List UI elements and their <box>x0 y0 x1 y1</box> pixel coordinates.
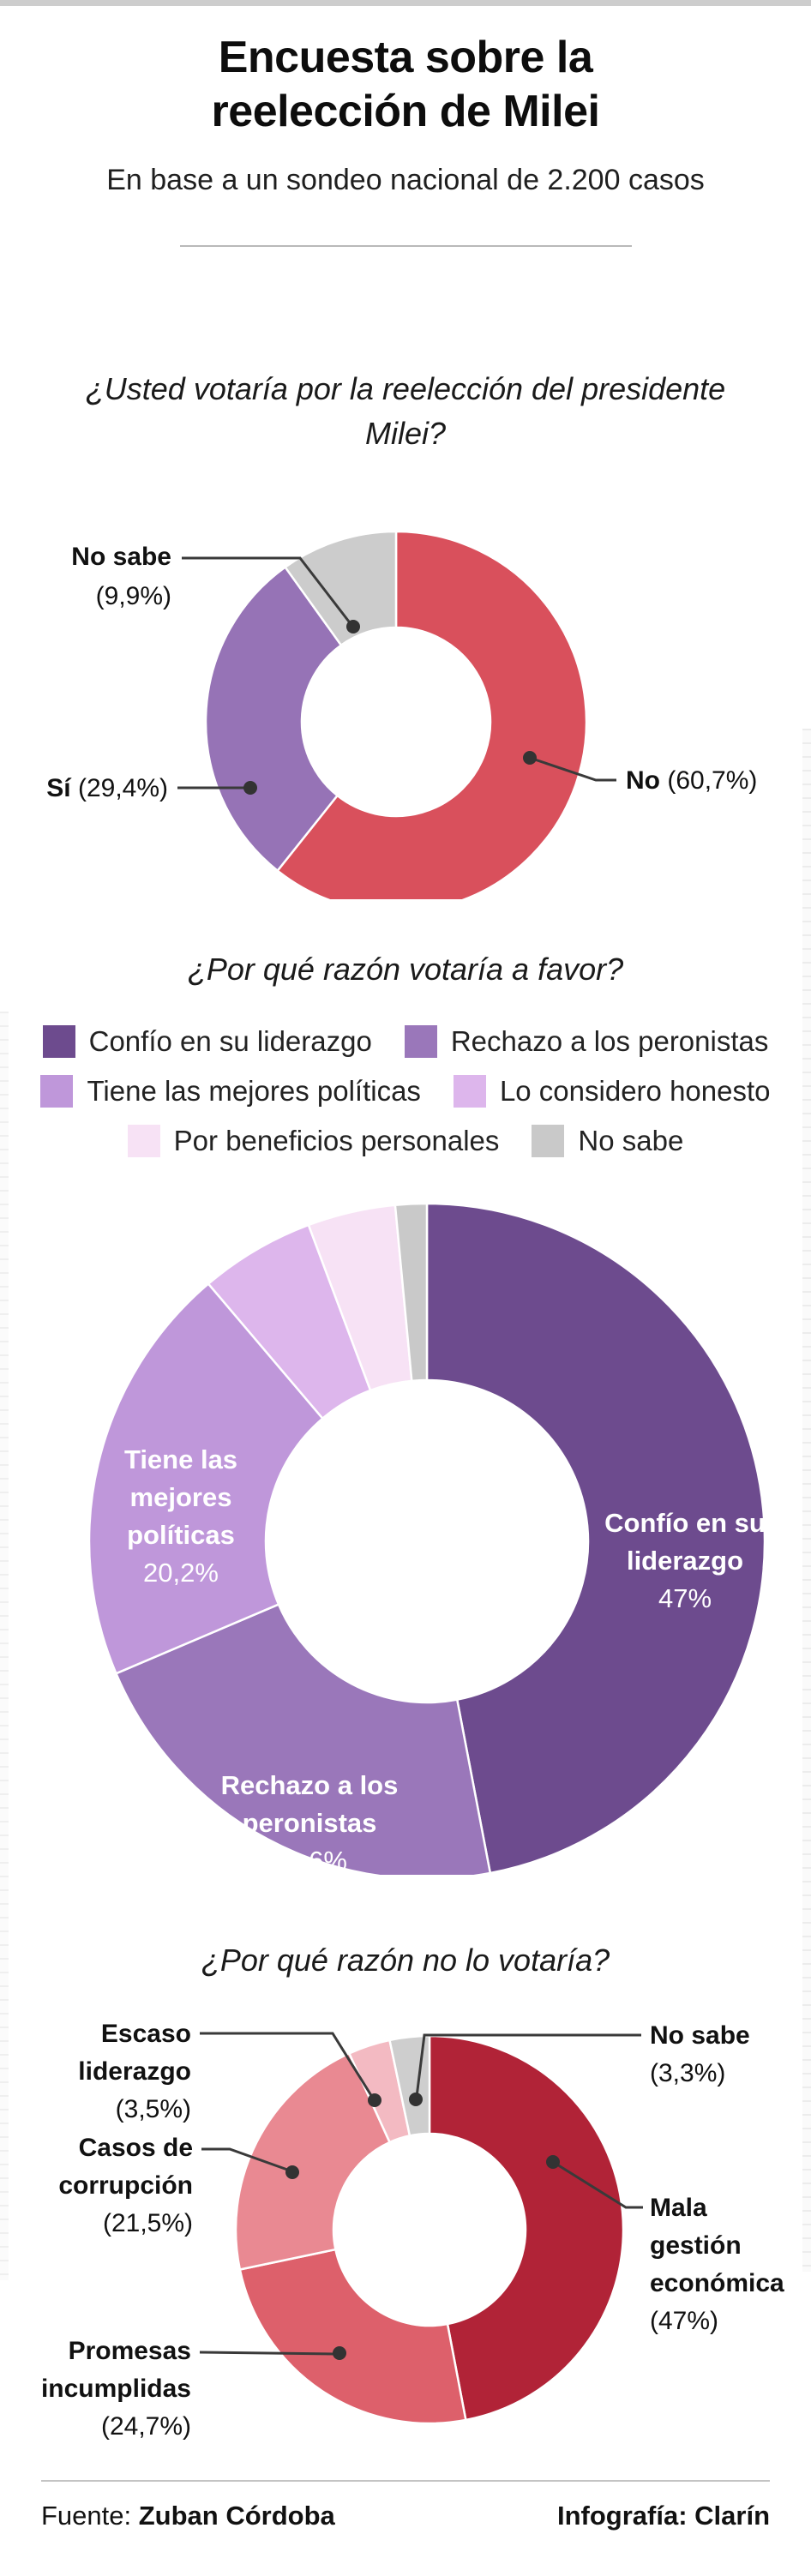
callout-label: gestión <box>650 2231 742 2260</box>
callout-label: (21,5%) <box>103 2209 193 2237</box>
legend-label: Rechazo a los peronistas <box>450 1024 769 1057</box>
title-line-1: Encuesta sobre la <box>218 33 593 82</box>
title-line-2: reelección de Milei <box>211 87 600 137</box>
callout-dot <box>333 2345 346 2360</box>
slice-tiene-las-mejores-poli-ticas <box>87 1282 325 1675</box>
callout-leader-line <box>200 2032 374 2098</box>
slice-no <box>275 530 588 899</box>
callout-label: No sabe <box>650 2021 750 2050</box>
callout-dot <box>368 2093 381 2107</box>
slice-no-sabe <box>283 530 398 647</box>
slice-no-sabe <box>387 2034 431 2137</box>
slice-inner-label: 21,6% <box>272 1846 347 1875</box>
legend-label: Lo considero honesto <box>499 1074 771 1107</box>
legend-item-no-sabe: No sabe <box>532 1124 684 1157</box>
donut-chart-against: Escaso liderazgo (3,5%) No sabe (3,3%) Casos … <box>41 2020 784 2441</box>
callout-label: Escaso <box>101 2020 191 2048</box>
callout-leader-line <box>201 2147 291 2172</box>
page-top-edge <box>0 0 811 6</box>
legend-label: Confío en su liderazgo <box>88 1024 372 1057</box>
slice-inner-label: Tiene las <box>124 1444 237 1474</box>
callout-leader-line <box>182 556 353 626</box>
infographic-footer: Fuente: Zuban Córdoba Infografía: Clarín <box>41 2479 770 2531</box>
source-value: Zuban Córdoba <box>138 2500 335 2531</box>
legend-swatch <box>532 1124 565 1157</box>
callout-label: (24,7%) <box>101 2412 191 2441</box>
legend-row: Por beneficios personales No sabe <box>127 1124 684 1157</box>
legend-label: Tiene las mejores políticas <box>87 1074 421 1107</box>
page-right-edge-lines <box>802 729 811 2272</box>
callout-label: (47%) <box>650 2307 718 2335</box>
question-vote: ¿Usted votaría por la reelección del pre… <box>85 371 726 451</box>
callout-label: corrupción <box>58 2171 193 2200</box>
slice-si <box>204 565 343 873</box>
callout-dot <box>546 2154 560 2169</box>
question-favor: ¿Por qué razón votaría a favor? <box>187 951 624 987</box>
legend-row: Tiene las mejores políticas Lo considero … <box>40 1074 771 1108</box>
slice-inner-label: mejores <box>130 1482 232 1512</box>
callout-dot <box>243 780 257 795</box>
slice-rechazo-a-los-peronistas <box>114 1602 492 1875</box>
slice-promesas-incumplidas <box>238 2248 467 2425</box>
legend-swatch <box>404 1024 437 1058</box>
legend-swatch <box>127 1124 160 1157</box>
callout-leader-line <box>199 2351 335 2356</box>
slice-inner-label: 20,2% <box>143 1558 219 1588</box>
legend-item-tiene-las-mejores-poli-ticas: Tiene las mejores políticas <box>40 1074 421 1108</box>
callout-label: Casos de <box>79 2134 193 2162</box>
question-against: ¿Por qué razón no lo votaría? <box>201 1942 610 1978</box>
donut-chart-favor: Confío en su liderazgo 47% Tiene las mejores… <box>87 1202 766 1875</box>
legend-swatch <box>40 1074 74 1108</box>
slice-no-sabe <box>393 1202 429 1382</box>
slice-inner-label: liderazgo <box>627 1546 743 1576</box>
legend-item-por-beneficios-personales: Por beneficios personales <box>127 1124 500 1157</box>
legend-swatch <box>42 1024 75 1058</box>
slice-casos-de-corrupcio-n <box>234 2051 392 2271</box>
slice-inner-label: 47% <box>658 1583 712 1613</box>
callout-label: (3,3%) <box>650 2059 725 2087</box>
callout-label: (9,9%) <box>96 582 171 610</box>
callout-dot <box>523 750 537 765</box>
source-label: Fuente: <box>41 2500 139 2531</box>
callout-label: incumplidas <box>41 2375 191 2403</box>
legend-favor: Confío en su liderazgo Rechazo a los pero… <box>0 1024 811 1157</box>
source-credit: Fuente: Zuban Córdoba <box>41 2501 335 2531</box>
legend-label: No sabe <box>578 1124 684 1156</box>
callout-label: Sí (29,4%) <box>46 774 168 802</box>
callout-leader-line <box>552 2160 643 2209</box>
slice-confi-o-en-su-liderazgo <box>425 1202 766 1875</box>
legend-item-lo-considero-honesto: Lo considero honesto <box>453 1074 771 1108</box>
legend-item-rechazo-a-los-peronistas: Rechazo a los peronistas <box>404 1024 769 1058</box>
slice-inner-label: Rechazo a los <box>221 1770 399 1800</box>
slice-inner-label: políticas <box>127 1520 235 1550</box>
callout-leader-line <box>415 2033 641 2098</box>
callout-dot <box>409 2092 423 2106</box>
legend-row: Confío en su liderazgo Rechazo a los pero… <box>42 1024 769 1058</box>
page-subtitle: En base a un sondeo nacional de 2.200 ca… <box>106 163 705 196</box>
infographic-credit: Infografía: Clarín <box>556 2500 770 2531</box>
callout-label: No sabe <box>71 543 171 571</box>
donut-chart-vote: No sabe (9,9%) Sí (29,4%) No (60,7%) <box>46 530 757 899</box>
legend-label: Por beneficios personales <box>173 1124 500 1156</box>
callout-dot <box>285 2165 299 2179</box>
callout-label: No (60,7%) <box>626 766 757 795</box>
callout-label: económica <box>650 2269 784 2297</box>
legend-item-confi-o-en-su-liderazgo: Confío en su liderazgo <box>42 1024 372 1058</box>
callout-label: Promesas <box>69 2337 191 2365</box>
callout-dot <box>346 619 360 633</box>
slice-inner-label: peronistas <box>243 1808 377 1838</box>
page-left-edge-lines <box>0 1012 9 2280</box>
callout-label: liderazgo <box>78 2057 191 2086</box>
callout-leader-line <box>529 756 616 782</box>
page-title: Encuesta sobre la reelección de Milei <box>0 31 811 140</box>
slice-mala-gestio-n-econo-mica <box>428 2034 625 2422</box>
legend-swatch <box>453 1074 486 1108</box>
slice-inner-label: Confío en su <box>604 1508 766 1538</box>
callout-label: (3,5%) <box>116 2095 191 2123</box>
callout-label: Mala <box>650 2194 707 2222</box>
header-divider <box>179 245 632 248</box>
infographic-header: Encuesta sobre la reelección de Milei En… <box>0 0 811 248</box>
